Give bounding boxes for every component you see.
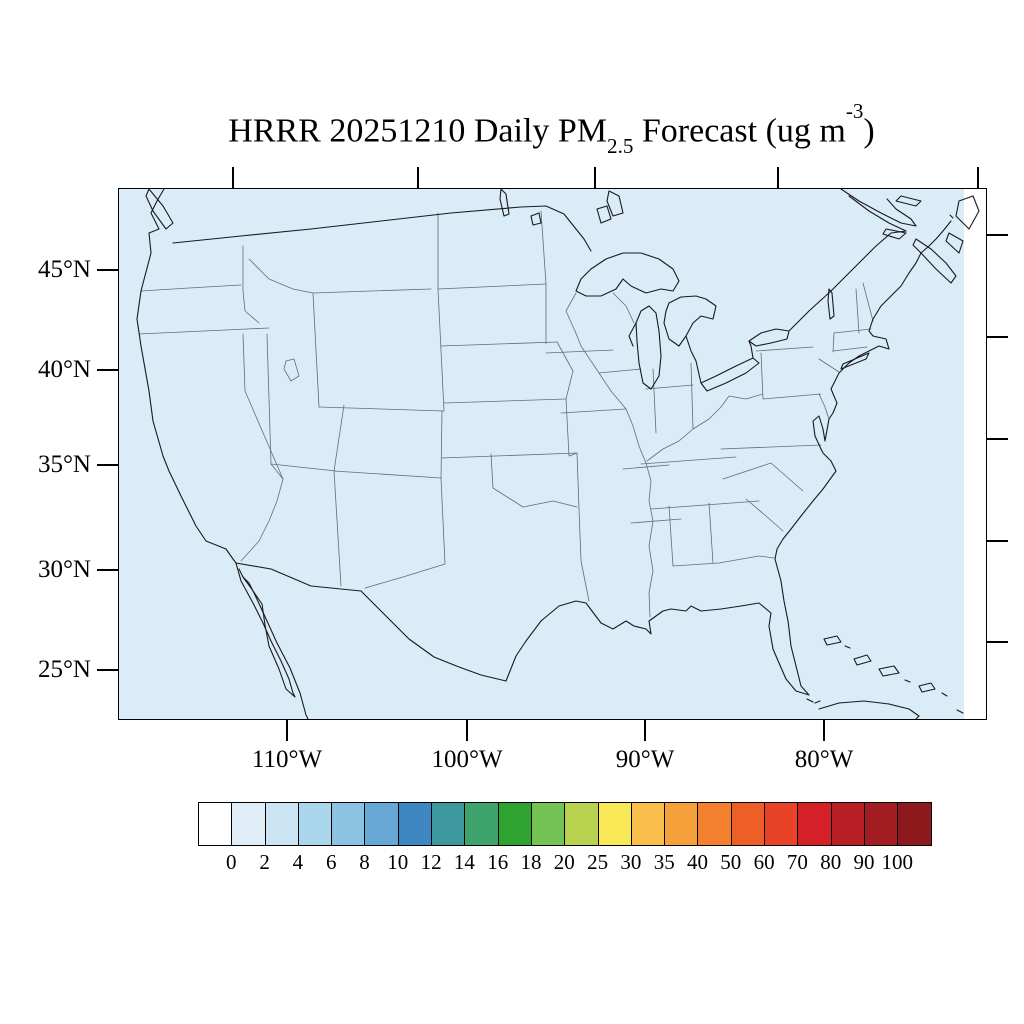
colorbar-tick-label: 14	[453, 850, 475, 874]
title-middle: Forecast (ug m	[633, 112, 846, 150]
latitude-tick-label: 35°N	[37, 451, 91, 478]
colorbar-tick-label: 60	[753, 850, 775, 874]
colorbar-cell	[232, 803, 266, 845]
title-subscript: 2.5	[607, 134, 634, 159]
colorbar	[198, 802, 932, 846]
latitude-tick-label: 25°N	[37, 656, 91, 683]
colorbar-tick-label: 30	[620, 850, 642, 874]
colorbar-cell	[298, 803, 333, 845]
colorbar-tick-label: 10	[387, 850, 409, 874]
colorbar-cell	[199, 803, 233, 845]
colorbar-tick-label: 90	[853, 850, 875, 874]
colorbar-tick-label: 4	[292, 850, 304, 874]
colorbar-cell	[432, 803, 466, 845]
longitude-tick-label: 80°W	[794, 746, 854, 773]
title-prefix: HRRR 20251210 Daily PM	[228, 112, 608, 150]
colorbar-tick-label: 12	[420, 850, 442, 874]
colorbar-cell	[332, 803, 366, 845]
longitude-tick-top	[977, 167, 979, 188]
colorbar-cell	[465, 803, 499, 845]
longitude-tick-bottom	[644, 720, 646, 741]
figure-title: HRRR 20251210 Daily PM2.5 Forecast (ug m…	[118, 99, 985, 159]
title-suffix: )	[863, 112, 875, 150]
latitude-tick-right	[987, 336, 1008, 338]
latitude-tick-label: 30°N	[37, 556, 91, 583]
colorbar-tick-label: 80	[820, 850, 842, 874]
longitude-tick-label: 90°W	[615, 746, 675, 773]
colorbar-cell	[398, 803, 433, 845]
longitude-tick-bottom	[286, 720, 288, 741]
colorbar-tick-label: 40	[687, 850, 708, 874]
colorbar-tick-label: 70	[786, 850, 808, 874]
colorbar-cell	[498, 803, 532, 845]
colorbar-cell	[531, 803, 566, 845]
colorbar-cell	[565, 803, 599, 845]
colorbar-tick-label: 100	[881, 850, 914, 874]
longitude-tick-top	[777, 167, 779, 188]
latitude-tick-label: 40°N	[37, 356, 91, 383]
colorbar-tick-label: 6	[325, 850, 337, 874]
longitude-tick-top	[417, 167, 419, 188]
longitude-tick-bottom	[466, 720, 468, 741]
state-borders	[138, 210, 874, 618]
map-frame	[118, 188, 987, 720]
colorbar-cell	[631, 803, 666, 845]
colorbar-cell	[831, 803, 865, 845]
latitude-tick-right	[987, 234, 1008, 236]
colorbar-tick-label: 25	[587, 850, 609, 874]
title-superscript: -3	[845, 99, 864, 124]
colorbar-tick-label: 35	[653, 850, 675, 874]
colorbar-tick-label: 2	[259, 850, 270, 874]
no-data-strip	[964, 189, 986, 719]
latitude-tick-right	[987, 540, 1008, 542]
colorbar-tick-label: 18	[520, 850, 542, 874]
longitude-tick-label: 100°W	[431, 746, 503, 773]
colorbar-cell	[698, 803, 732, 845]
colorbar-cell	[265, 803, 299, 845]
latitude-tick-right	[987, 438, 1008, 440]
latitude-tick-left	[97, 669, 118, 671]
coastlines	[136, 188, 980, 720]
colorbar-cell	[765, 803, 799, 845]
latitude-tick-left	[97, 369, 118, 371]
colorbar-tick-label: 0	[226, 850, 237, 874]
latitude-tick-label: 45°N	[37, 256, 91, 283]
longitude-tick-bottom	[823, 720, 825, 741]
colorbar-cell	[798, 803, 832, 845]
colorbar-tick-label: 16	[487, 850, 509, 874]
latitude-tick-left	[97, 464, 118, 466]
latitude-tick-right	[987, 641, 1008, 643]
conus-map	[119, 188, 986, 720]
longitude-tick-top	[594, 167, 596, 188]
longitude-tick-top	[232, 167, 234, 188]
latitude-tick-left	[97, 269, 118, 271]
colorbar-cell	[665, 803, 699, 845]
colorbar-tick-label: 50	[720, 850, 742, 874]
longitude-tick-label: 110°W	[251, 746, 323, 773]
colorbar-cell	[365, 803, 399, 845]
colorbar-cell	[598, 803, 632, 845]
colorbar-tick-label: 8	[359, 850, 370, 874]
colorbar-cell	[898, 803, 931, 845]
latitude-tick-left	[97, 569, 118, 571]
colorbar-tick-label: 20	[553, 850, 575, 874]
colorbar-cell	[864, 803, 899, 845]
colorbar-cell	[731, 803, 766, 845]
